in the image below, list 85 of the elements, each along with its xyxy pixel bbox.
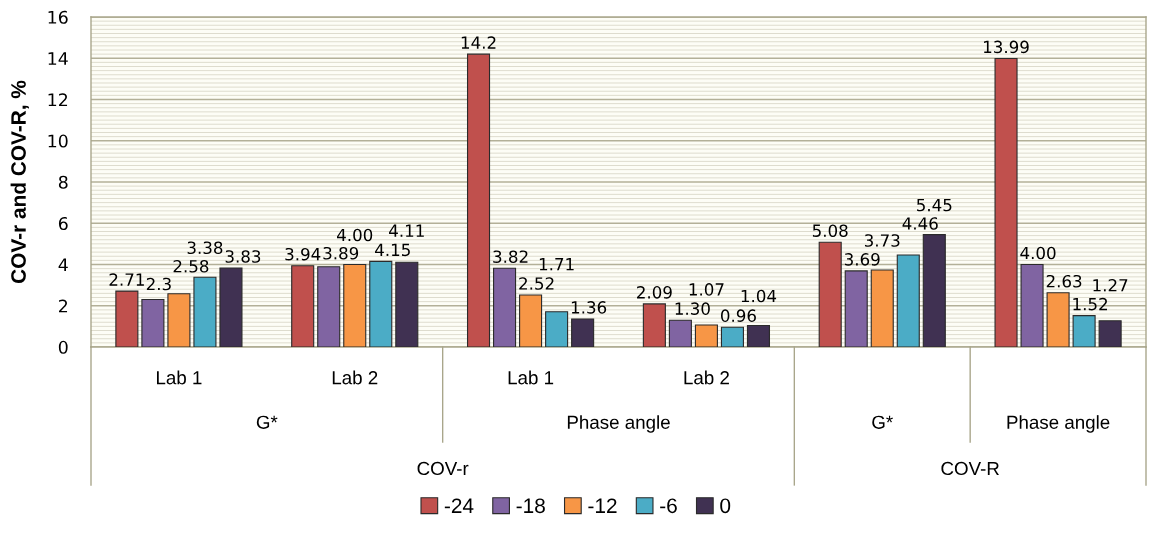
text: G* (872, 415, 893, 429)
data-label: 1.04 (741, 289, 777, 303)
data-label: 3.83 (225, 250, 261, 263)
bar (642, 303, 666, 347)
bar (369, 260, 393, 347)
data-label: 4.11 (389, 224, 424, 237)
bar (571, 318, 595, 347)
legend-label: -18 (516, 498, 545, 514)
y-tick-label: 12 (48, 93, 68, 107)
data-label: 4.00 (337, 228, 373, 242)
data-label: 1.30 (675, 302, 710, 315)
data-label: 4.00 (1020, 246, 1056, 260)
data-label: 5.45 (917, 198, 952, 212)
data-label: 2.58 (173, 259, 209, 273)
bar (193, 276, 217, 347)
bar (746, 324, 771, 347)
bar (994, 57, 1018, 347)
data-label: 13.99 (984, 40, 1029, 54)
data-label: 1.52 (1073, 297, 1107, 311)
legend-label: -24 (444, 498, 474, 513)
bar (1046, 292, 1070, 347)
data-label: 5.08 (812, 224, 848, 237)
bar (493, 267, 517, 347)
text: COV-r (417, 461, 469, 476)
bar (922, 234, 946, 347)
data-label: 4.15 (375, 243, 410, 257)
bar (694, 324, 718, 347)
x-tick-label: Lab 2 (332, 370, 378, 385)
data-label: 1.07 (689, 283, 724, 296)
bar (1098, 320, 1122, 347)
bar (395, 261, 419, 347)
data-label: 0.96 (720, 309, 756, 322)
y-tick-label: 14 (48, 52, 68, 65)
data-label: 4.46 (902, 217, 938, 230)
text: G* (256, 415, 278, 429)
y-tick-label: 2 (59, 299, 68, 313)
legend-label: -6 (660, 498, 677, 514)
bar (291, 265, 315, 347)
text: COV-R (941, 461, 999, 476)
data-label: 14.2 (461, 36, 496, 49)
y-tick-label: 4 (58, 258, 68, 272)
text: Phase angle (567, 415, 670, 433)
data-label: 3.89 (323, 246, 359, 260)
bar (519, 294, 543, 347)
bar (720, 326, 744, 347)
y-axis-title: COV-r and COV-R, % (10, 80, 29, 284)
data-label: 3.38 (187, 241, 223, 255)
bar (818, 241, 842, 347)
data-label: 2.09 (637, 286, 672, 299)
bar (844, 270, 868, 347)
bar (343, 263, 367, 347)
bar (115, 290, 139, 347)
bar (668, 319, 692, 347)
bar (870, 269, 894, 347)
bar (896, 254, 920, 347)
x-tick-label: Lab 1 (508, 370, 554, 385)
data-label: 2.3 (146, 277, 171, 291)
data-label: 1.71 (539, 258, 574, 271)
y-tick-label: 16 (48, 10, 68, 24)
legend-label: 0 (720, 498, 731, 514)
y-tick-label: 8 (58, 175, 68, 189)
bar (1072, 315, 1096, 347)
x-tick-label: Lab 2 (684, 370, 729, 385)
legend-label: -12 (588, 498, 617, 513)
data-label: 2.71 (109, 273, 144, 286)
data-label: 2.52 (519, 277, 554, 290)
y-tick-label: 6 (58, 216, 68, 231)
bar (545, 311, 569, 347)
data-label: 1.27 (1093, 278, 1128, 292)
bar (1020, 263, 1044, 347)
data-label: 3.73 (864, 234, 900, 247)
data-label: 3.69 (844, 253, 880, 266)
y-tick-label: 10 (48, 134, 68, 148)
bar (219, 267, 243, 347)
x-tick-label: Lab 1 (157, 370, 202, 385)
data-label: 3.82 (493, 250, 528, 263)
data-label: 2.63 (1046, 274, 1082, 288)
data-label: 3.94 (285, 247, 321, 261)
bar (141, 299, 165, 347)
text: Phase angle (1007, 415, 1110, 433)
bar (466, 53, 491, 347)
bar (317, 266, 341, 347)
bar (167, 293, 191, 347)
y-tick-label: 0 (58, 340, 68, 354)
data-label: 1.36 (571, 301, 607, 314)
